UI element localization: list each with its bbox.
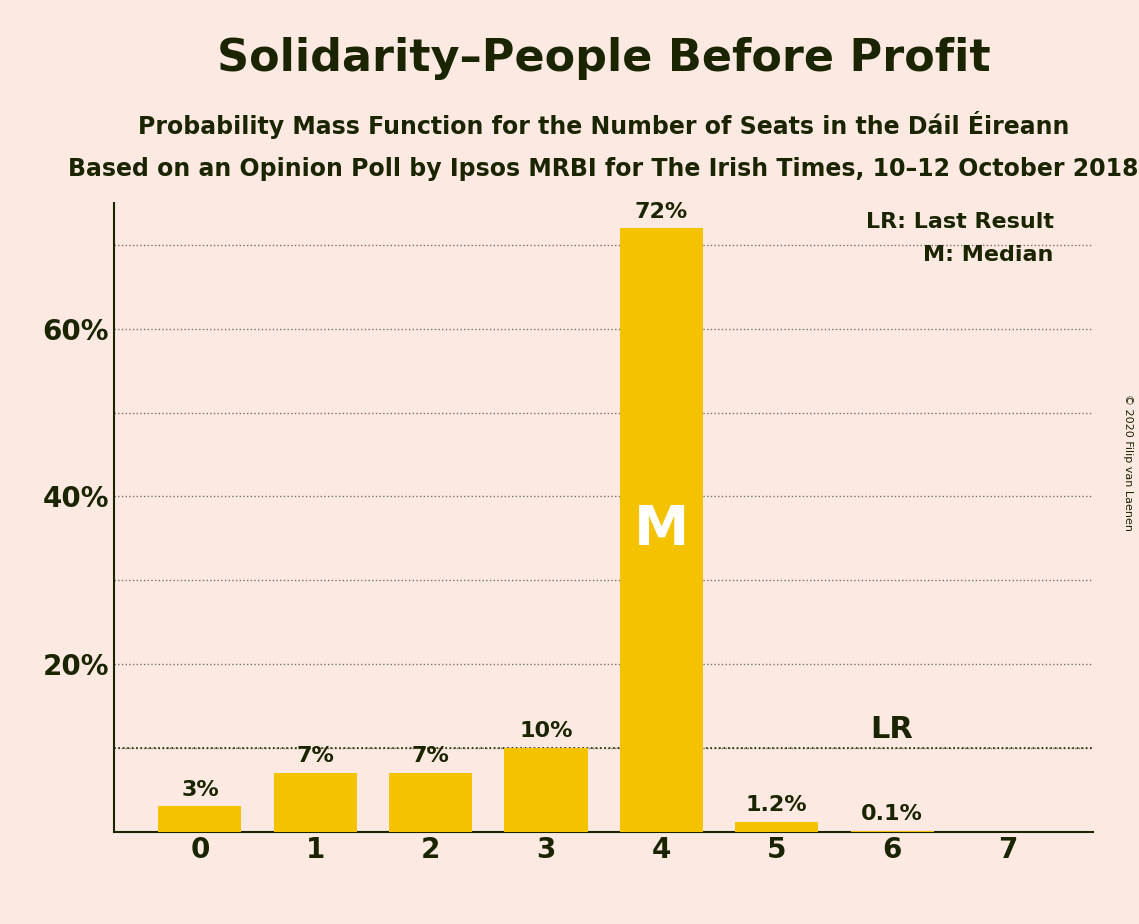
Text: LR: LR <box>870 714 913 744</box>
Bar <box>390 773 473 832</box>
Text: Solidarity–People Before Profit: Solidarity–People Before Profit <box>216 37 991 80</box>
Text: 7%: 7% <box>411 747 450 766</box>
Text: Based on an Opinion Poll by Ipsos MRBI for The Irish Times, 10–12 October 2018: Based on an Opinion Poll by Ipsos MRBI f… <box>68 157 1139 181</box>
Text: LR: Last Result: LR: Last Result <box>866 212 1054 232</box>
Bar <box>158 807 241 832</box>
Text: 10%: 10% <box>519 721 573 741</box>
Bar <box>505 748 588 832</box>
Text: 72%: 72% <box>634 201 688 222</box>
Text: 3%: 3% <box>181 780 219 800</box>
Bar <box>273 773 357 832</box>
Text: 7%: 7% <box>296 747 334 766</box>
Text: M: M <box>633 503 689 557</box>
Text: © 2020 Filip van Laenen: © 2020 Filip van Laenen <box>1123 394 1133 530</box>
Text: 0.1%: 0.1% <box>861 804 923 824</box>
Bar <box>620 228 703 832</box>
Text: M: Median: M: Median <box>923 245 1054 265</box>
Text: 1.2%: 1.2% <box>746 795 808 815</box>
Text: Probability Mass Function for the Number of Seats in the Dáil Éireann: Probability Mass Function for the Number… <box>138 111 1070 139</box>
Bar <box>735 821 818 832</box>
